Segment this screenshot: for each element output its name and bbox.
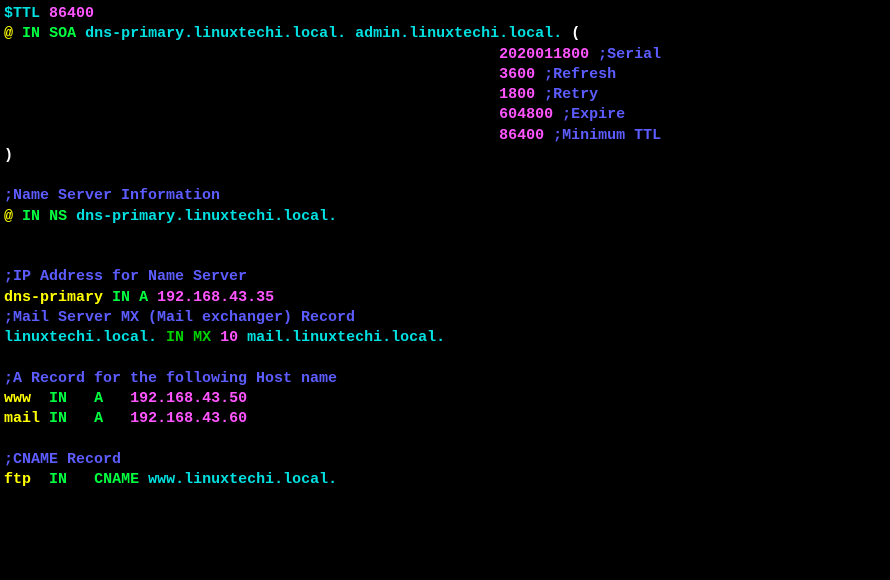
ttl-directive: $TTL <box>4 5 40 22</box>
mx-class: IN <box>166 329 184 346</box>
soa-refresh: 3600 <box>499 66 535 83</box>
ns-target: dns-primary.linuxtechi.local. <box>76 208 337 225</box>
ns-type: NS <box>49 208 67 225</box>
a-www-class: IN <box>49 390 67 407</box>
mx-priority: 10 <box>220 329 238 346</box>
comment-ns: ;Name Server Information <box>4 187 220 204</box>
soa-retry-comment: ;Retry <box>544 86 598 103</box>
dns-zone-file: $TTL 86400 @ IN SOA dns-primary.linuxtec… <box>0 0 890 490</box>
soa-minttl-comment: ;Minimum TTL <box>553 127 661 144</box>
paren-open: ( <box>571 25 580 42</box>
comment-arec: ;A Record for the following Host name <box>4 370 337 387</box>
a-mail-ip: 192.168.43.60 <box>130 410 247 427</box>
a-www-ip: 192.168.43.50 <box>130 390 247 407</box>
a-www-type: A <box>94 390 103 407</box>
soa-refresh-comment: ;Refresh <box>544 66 616 83</box>
a-mail-class: IN <box>49 410 67 427</box>
cname-target: www.linuxtechi.local. <box>148 471 337 488</box>
ttl-value: 86400 <box>49 5 94 22</box>
a-www-name: www <box>4 390 40 407</box>
soa-serial-comment: ;Serial <box>598 46 661 63</box>
soa-admin: admin.linuxtechi.local. <box>355 25 562 42</box>
soa-expire: 604800 <box>499 106 553 123</box>
cname-class: IN <box>49 471 67 488</box>
a-mail-type: A <box>94 410 103 427</box>
comment-ip: ;IP Address for Name Server <box>4 268 247 285</box>
paren-close: ) <box>4 147 13 164</box>
a-primary-class: IN <box>112 289 130 306</box>
mx-name: linuxtechi.local. <box>4 329 157 346</box>
soa-type: SOA <box>49 25 76 42</box>
soa-class: IN <box>22 25 40 42</box>
ns-origin: @ <box>4 208 13 225</box>
comment-cname: ;CNAME Record <box>4 451 121 468</box>
soa-origin: @ <box>4 25 13 42</box>
a-primary-ip: 192.168.43.35 <box>157 289 274 306</box>
a-mail-name: mail <box>4 410 40 427</box>
ns-class: IN <box>22 208 40 225</box>
cname-name: ftp <box>4 471 31 488</box>
comment-mx: ;Mail Server MX (Mail exchanger) Record <box>4 309 355 326</box>
soa-expire-comment: ;Expire <box>562 106 625 123</box>
soa-primary: dns-primary.linuxtechi.local. <box>85 25 346 42</box>
a-primary-type: A <box>139 289 148 306</box>
soa-minttl: 86400 <box>499 127 544 144</box>
mx-target: mail.linuxtechi.local. <box>247 329 445 346</box>
soa-retry: 1800 <box>499 86 535 103</box>
a-primary-name: dns-primary <box>4 289 103 306</box>
mx-type: MX <box>193 329 211 346</box>
cname-type: CNAME <box>94 471 139 488</box>
soa-serial: 2020011800 <box>499 46 589 63</box>
